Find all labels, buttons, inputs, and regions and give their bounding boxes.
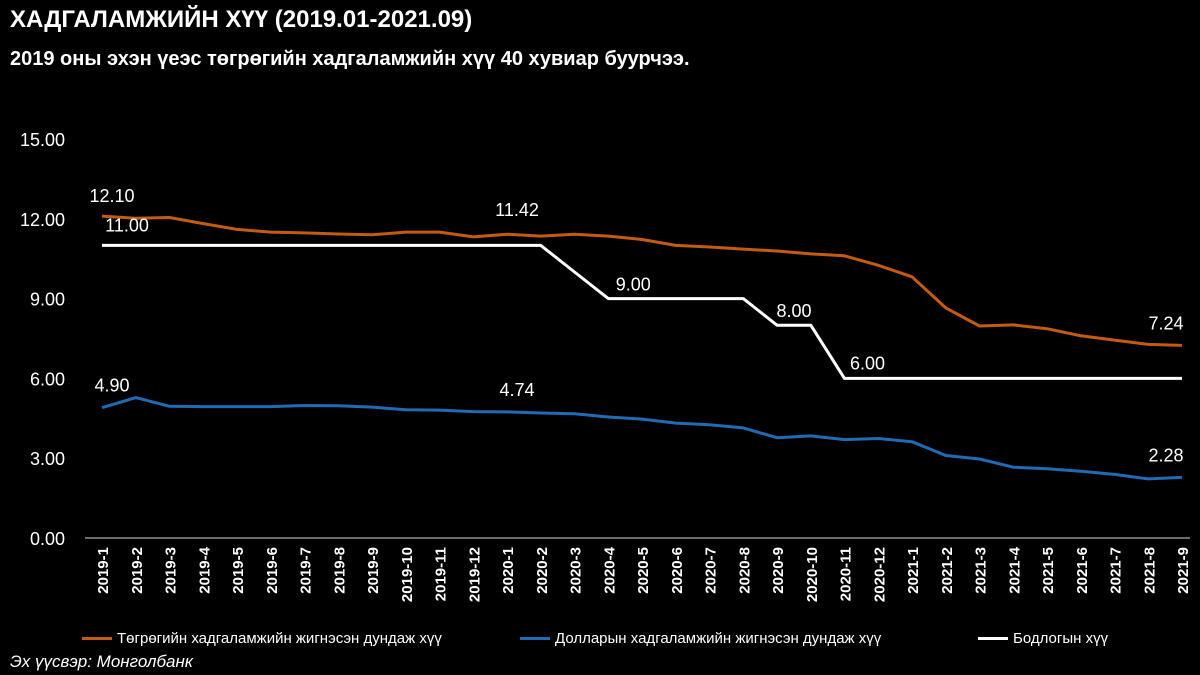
x-tick-label: 2020-11 — [838, 547, 855, 601]
x-tick-label: 2019-12 — [466, 547, 483, 602]
legend-label-dollar: Долларын хадгаламжийн жигнэсэн дундаж хү… — [555, 630, 882, 647]
x-tick-label: 2020-3 — [568, 547, 585, 594]
x-tick-label: 2019-4 — [196, 546, 213, 593]
chart-title: ХАДГАЛАМЖИЙН ХҮҮ (2019.01-2021.09) — [10, 6, 473, 33]
legend-swatch-tugrik — [82, 637, 112, 640]
y-tick-label: 6.00 — [30, 369, 65, 389]
x-tick-label: 2019-9 — [365, 547, 382, 594]
x-tick-label: 2021-1 — [905, 547, 922, 594]
data-label: 4.90 — [94, 376, 129, 396]
x-tick-label: 2019-7 — [298, 547, 315, 594]
data-label: 6.00 — [850, 353, 885, 373]
x-tick-label: 2019-2 — [129, 547, 146, 594]
x-tick-label: 2019-5 — [230, 547, 247, 594]
legend-label-policy: Бодлогын хүү — [1013, 630, 1109, 647]
x-tick-label: 2020-12 — [871, 547, 888, 602]
x-tick-label: 2020-10 — [804, 547, 821, 602]
x-tick-label: 2020-7 — [703, 547, 720, 594]
x-tick-label: 2021-8 — [1141, 547, 1158, 594]
x-tick-label: 2020-8 — [736, 547, 753, 594]
legend-label-tugrik: Төгрөгийн хадгаламжийн жигнэсэн дундаж х… — [117, 630, 442, 647]
x-tick-label: 2021-3 — [973, 547, 990, 594]
x-tick-label: 2019-8 — [331, 547, 348, 594]
x-tick-label: 2021-4 — [1006, 546, 1023, 593]
x-tick-label: 2021-7 — [1108, 547, 1125, 594]
series-line-2 — [102, 243, 1182, 380]
legend-item-policy: Бодлогын хүү — [978, 630, 1108, 647]
data-label: 9.00 — [616, 275, 651, 295]
x-tick-label: 2020-6 — [669, 547, 686, 594]
chart-legend: Төгрөгийн хадгаламжийн жигнэсэн дундаж х… — [0, 630, 1200, 652]
x-tick-label: 2020-5 — [635, 547, 652, 594]
source-note: Эх үүсвэр: Монголбанк — [10, 652, 193, 671]
x-tick-label: 2021-5 — [1040, 547, 1057, 594]
y-tick-label: 12.00 — [20, 210, 65, 230]
x-tick-label: 2019-11 — [433, 547, 450, 601]
legend-item-dollar: Долларын хадгаламжийн жигнэсэн дундаж хү… — [520, 630, 881, 647]
x-tick-label: 2019-6 — [264, 547, 281, 594]
x-tick-label: 2019-1 — [95, 547, 112, 594]
x-tick-label: 2019-10 — [399, 547, 416, 602]
y-tick-label: 3.00 — [30, 449, 65, 469]
data-label: 11.00 — [105, 215, 149, 235]
x-tick-label: 2021-6 — [1074, 547, 1091, 594]
legend-item-tugrik: Төгрөгийн хадгаламжийн жигнэсэн дундаж х… — [82, 630, 442, 647]
chart-subtitle: 2019 оны эхэн үеэс төгрөгийн хадгаламжий… — [10, 48, 690, 70]
data-label: 11.42 — [495, 200, 539, 220]
data-label: 12.10 — [89, 186, 134, 206]
data-label: 4.74 — [499, 380, 534, 400]
x-tick-label: 2021-2 — [939, 547, 956, 594]
series-line-1 — [101, 396, 1183, 481]
legend-swatch-policy — [978, 637, 1008, 640]
y-tick-label: 15.00 — [20, 130, 65, 150]
legend-swatch-dollar — [520, 637, 550, 640]
data-label: 8.00 — [776, 301, 811, 321]
y-tick-label: 0.00 — [30, 529, 65, 549]
x-tick-label: 2021-9 — [1175, 547, 1192, 594]
x-tick-label: 2020-4 — [601, 546, 618, 593]
x-tick-label: 2020-9 — [770, 547, 787, 594]
series-line-0 — [101, 214, 1183, 347]
data-label: 2.28 — [1148, 445, 1183, 465]
data-label: 7.24 — [1148, 313, 1183, 333]
line-chart: 0.00 3.00 6.00 9.00 12.00 15.00 2019-1 2019-2 20… — [20, 130, 1192, 602]
x-tick-label: 2020-1 — [500, 547, 517, 594]
x-tick-label: 2019-3 — [163, 547, 180, 594]
x-tick-label: 2020-2 — [534, 547, 551, 594]
y-tick-label: 9.00 — [30, 290, 65, 310]
